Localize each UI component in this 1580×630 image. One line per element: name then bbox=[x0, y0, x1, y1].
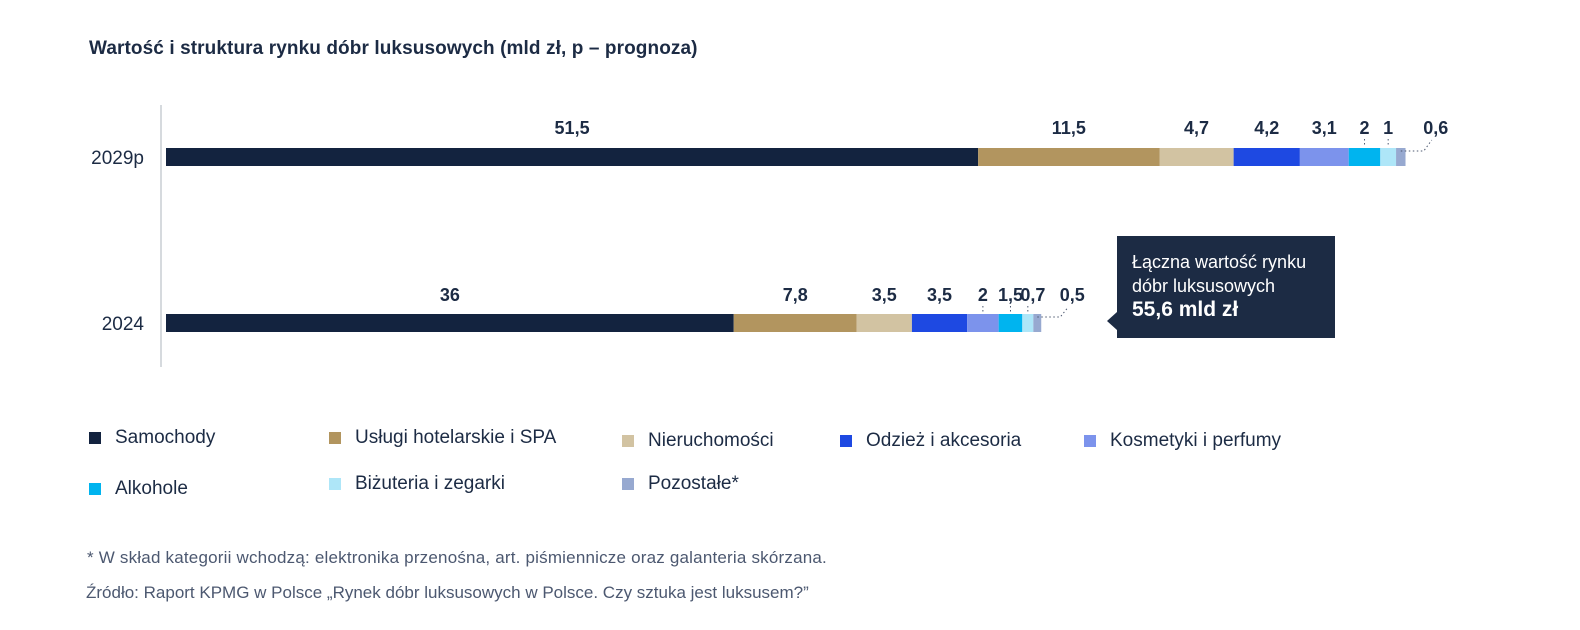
label-leader bbox=[1037, 306, 1069, 318]
data-label: 3,5 bbox=[872, 285, 897, 305]
legend-item: Samochody bbox=[89, 427, 215, 449]
bar-segment bbox=[1159, 148, 1234, 166]
legend-item: Kosmetyki i perfumy bbox=[1084, 430, 1281, 452]
legend-item: Pozostałe* bbox=[622, 473, 739, 495]
data-label: 3,1 bbox=[1312, 118, 1337, 138]
legend-swatch bbox=[89, 432, 101, 444]
legend-swatch bbox=[622, 435, 634, 447]
legend-label: Pozostałe* bbox=[648, 473, 739, 494]
data-label: 36 bbox=[440, 285, 460, 305]
label-leader bbox=[1400, 139, 1433, 152]
data-label: 11,5 bbox=[1052, 118, 1086, 138]
chart-title: Wartość i struktura rynku dóbr luksusowy… bbox=[89, 38, 698, 59]
total-value-callout: Łączna wartość rynku dóbr luksusowych 55… bbox=[1107, 236, 1335, 338]
callout-text: Łączna wartość rynku dóbr luksusowych bbox=[1132, 252, 1307, 296]
legend-label: Samochody bbox=[115, 427, 216, 448]
category-label: 2029p bbox=[91, 148, 144, 169]
legend-label: Biżuteria i zegarki bbox=[355, 473, 505, 494]
bar-segment bbox=[1299, 148, 1349, 166]
callout-value: 55,6 mld zł bbox=[1132, 298, 1239, 321]
bar-segment bbox=[1396, 148, 1406, 166]
bar-segment bbox=[1022, 314, 1034, 332]
legend-item: Usługi hotelarskie i SPA bbox=[329, 427, 556, 449]
legend-swatch bbox=[840, 435, 852, 447]
data-label: 4,2 bbox=[1254, 118, 1279, 138]
bar-segment bbox=[998, 314, 1023, 332]
data-label: 0,7 bbox=[1020, 285, 1045, 305]
bar-segment bbox=[1233, 148, 1300, 166]
data-label: 0,6 bbox=[1423, 118, 1448, 138]
legend-swatch bbox=[1084, 435, 1096, 447]
data-label: 1,5 bbox=[998, 285, 1023, 305]
legend-item: Alkohole bbox=[89, 478, 188, 500]
legend-label: Alkohole bbox=[115, 478, 188, 499]
legend-label: Nieruchomości bbox=[648, 430, 774, 451]
bar-segment bbox=[166, 314, 734, 332]
data-label: 2 bbox=[978, 285, 988, 305]
bar-segment bbox=[1033, 314, 1042, 332]
legend-item: Nieruchomości bbox=[622, 430, 774, 452]
category-label: 2024 bbox=[102, 314, 145, 335]
data-label: 7,8 bbox=[783, 285, 808, 305]
bar-segment bbox=[166, 148, 979, 166]
source-note: Źródło: Raport KPMG w Polsce „Rynek dóbr… bbox=[86, 583, 809, 602]
data-label: 3,5 bbox=[927, 285, 952, 305]
legend-swatch bbox=[622, 478, 634, 490]
data-label: 51,5 bbox=[555, 118, 590, 138]
legend-label: Odzież i akcesoria bbox=[866, 430, 1022, 451]
data-label: 2 bbox=[1360, 118, 1370, 138]
legend-swatch bbox=[89, 483, 101, 495]
bar-segment bbox=[911, 314, 968, 332]
bar-segment bbox=[978, 148, 1160, 166]
legend-swatch bbox=[329, 478, 341, 490]
footnote: * W skład kategorii wchodzą: elektronika… bbox=[87, 548, 827, 567]
data-label: 1 bbox=[1383, 118, 1393, 138]
bar-segment bbox=[733, 314, 857, 332]
legend-swatch bbox=[329, 432, 341, 444]
bar-segment bbox=[1348, 148, 1381, 166]
legend-label: Kosmetyki i perfumy bbox=[1110, 430, 1282, 451]
bar-segment bbox=[967, 314, 999, 332]
legend-item: Biżuteria i zegarki bbox=[329, 473, 505, 495]
legend-item: Odzież i akcesoria bbox=[840, 430, 1021, 452]
bar-segment bbox=[856, 314, 912, 332]
data-label: 0,5 bbox=[1060, 285, 1085, 305]
legend-label: Usługi hotelarskie i SPA bbox=[355, 427, 557, 448]
data-label: 4,7 bbox=[1184, 118, 1209, 138]
bar-segment bbox=[1380, 148, 1397, 166]
